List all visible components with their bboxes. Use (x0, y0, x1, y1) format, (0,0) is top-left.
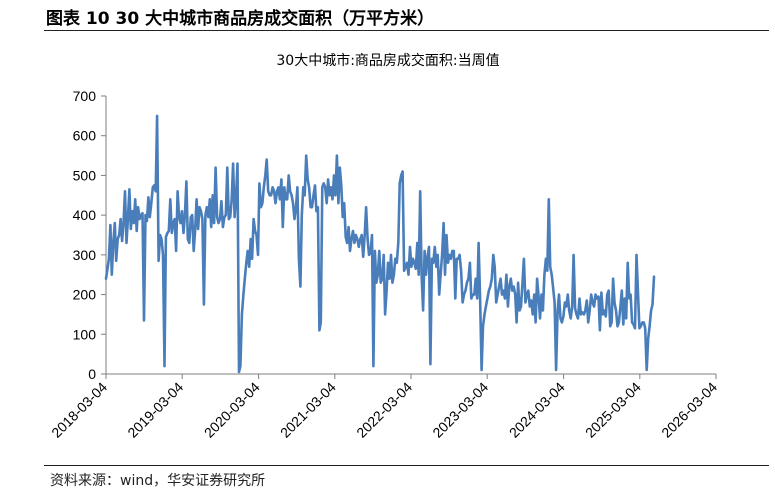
y-tick-label: 300 (73, 247, 97, 263)
y-tick-label: 200 (73, 287, 97, 303)
chart-title: 30大中城市:商品房成交面积:当周值 (276, 52, 499, 69)
y-tick-label: 100 (73, 326, 97, 342)
series-group (104, 114, 656, 374)
x-axis-ticks: 2018-03-04 2019-03-04 2020-03-04 2021-03-04… (48, 374, 720, 441)
x-tick-label: 2024-03-04 (506, 379, 568, 441)
x-tick-label: 2022-03-04 (353, 379, 415, 441)
chart-axes (105, 96, 716, 375)
y-tick-label: 600 (73, 128, 97, 144)
x-tick-label: 2018-03-04 (48, 379, 110, 441)
x-tick-label: 2021-03-04 (277, 379, 339, 441)
series-line-0 (104, 114, 656, 374)
y-tick-label: 0 (88, 366, 96, 382)
x-tick-label: 2026-03-04 (658, 379, 720, 441)
y-tick-label: 700 (73, 88, 97, 104)
x-tick-label: 2019-03-04 (124, 379, 186, 441)
x-tick-label: 2020-03-04 (201, 379, 263, 441)
source-rule (44, 465, 769, 466)
caption-rule (44, 30, 769, 31)
figure-caption: 图表 10 30 大中城市商品房成交面积（万平方米） (46, 9, 435, 29)
source-note: 资料来源：wind，华安证券研究所 (50, 473, 266, 489)
y-tick-label: 400 (73, 207, 97, 223)
x-tick-label: 2025-03-04 (582, 379, 644, 441)
x-tick-label: 2023-03-04 (429, 379, 491, 441)
y-tick-label: 500 (73, 167, 97, 183)
y-axis-ticks: 0 100 200 300 400 500 600 700 (73, 88, 106, 382)
